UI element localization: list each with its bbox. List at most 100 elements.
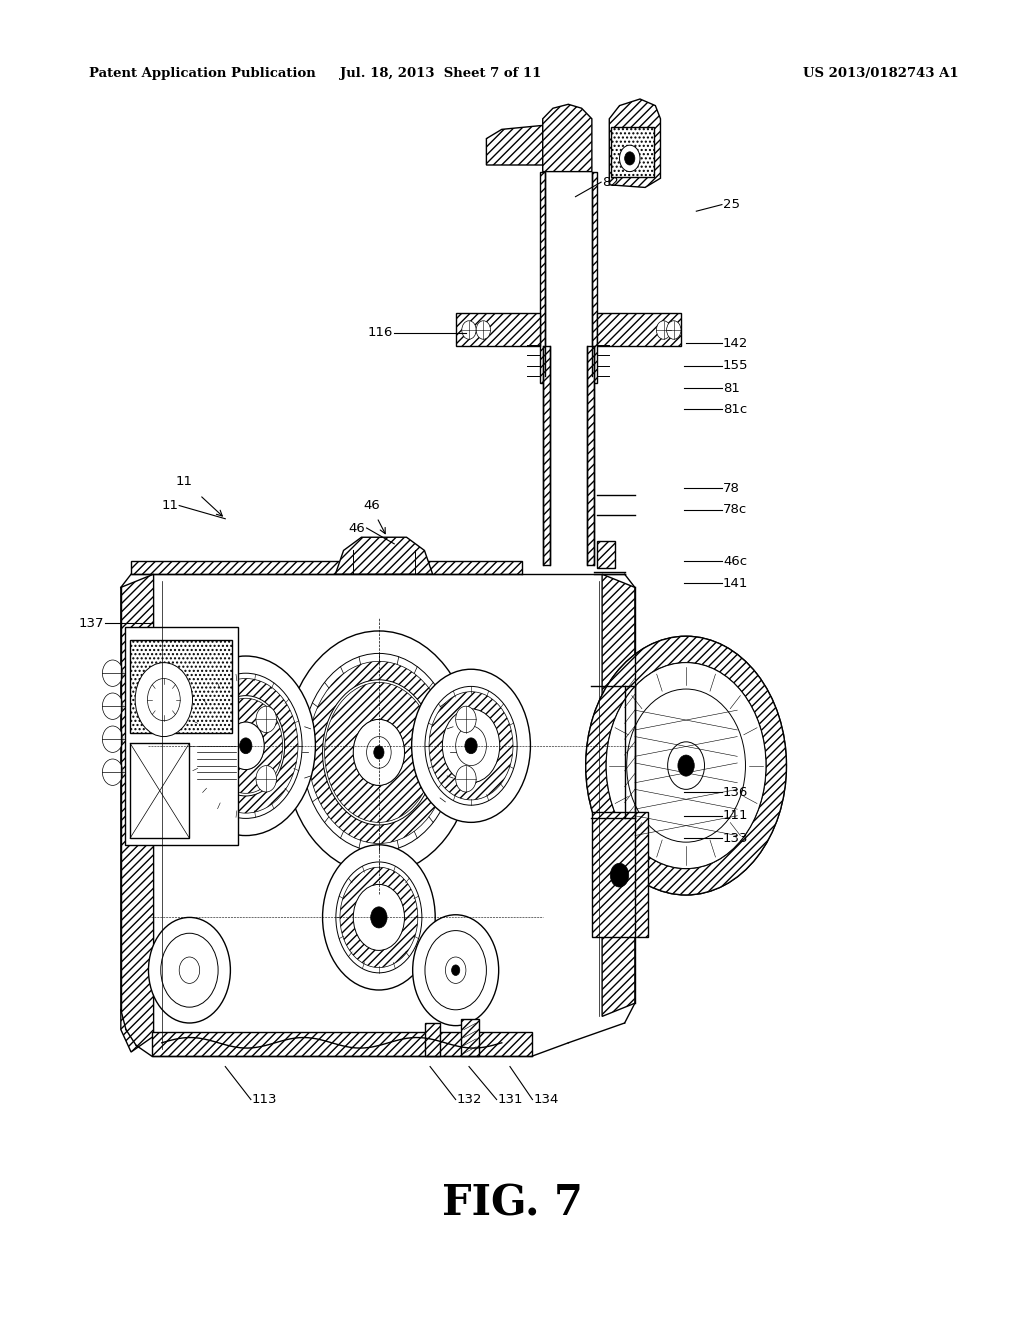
Circle shape bbox=[240, 738, 252, 754]
Wedge shape bbox=[325, 682, 433, 822]
Circle shape bbox=[102, 693, 123, 719]
Circle shape bbox=[620, 145, 640, 172]
Text: 11: 11 bbox=[161, 499, 178, 512]
Circle shape bbox=[627, 689, 745, 842]
Wedge shape bbox=[586, 636, 786, 895]
Circle shape bbox=[668, 742, 705, 789]
Circle shape bbox=[586, 636, 786, 895]
Text: 134: 134 bbox=[534, 1093, 559, 1106]
Text: 133: 133 bbox=[723, 832, 749, 845]
Circle shape bbox=[610, 863, 629, 887]
Polygon shape bbox=[425, 1023, 440, 1056]
Circle shape bbox=[323, 680, 435, 825]
Text: 81: 81 bbox=[723, 381, 739, 395]
Circle shape bbox=[452, 965, 460, 975]
Polygon shape bbox=[543, 104, 592, 172]
Text: 78c: 78c bbox=[723, 503, 748, 516]
Polygon shape bbox=[461, 1019, 479, 1056]
Text: 141: 141 bbox=[723, 577, 749, 590]
Circle shape bbox=[102, 660, 123, 686]
Circle shape bbox=[207, 696, 285, 796]
Polygon shape bbox=[592, 812, 648, 937]
Text: US 2013/0182743 A1: US 2013/0182743 A1 bbox=[803, 67, 958, 81]
Text: 81c: 81c bbox=[723, 403, 748, 416]
Polygon shape bbox=[456, 313, 540, 346]
Circle shape bbox=[667, 321, 681, 339]
Text: 78: 78 bbox=[723, 482, 739, 495]
Polygon shape bbox=[131, 561, 522, 574]
Polygon shape bbox=[592, 172, 597, 383]
Polygon shape bbox=[486, 125, 543, 165]
Text: 46c: 46c bbox=[723, 554, 748, 568]
Text: 136: 136 bbox=[723, 785, 749, 799]
Wedge shape bbox=[308, 661, 450, 843]
Circle shape bbox=[323, 845, 435, 990]
Text: 142: 142 bbox=[723, 337, 749, 350]
Circle shape bbox=[678, 755, 694, 776]
Polygon shape bbox=[597, 541, 615, 568]
Circle shape bbox=[442, 709, 500, 783]
Circle shape bbox=[148, 917, 230, 1023]
Circle shape bbox=[227, 722, 264, 770]
Circle shape bbox=[412, 669, 530, 822]
Circle shape bbox=[189, 673, 302, 818]
Polygon shape bbox=[587, 346, 594, 565]
Polygon shape bbox=[540, 172, 545, 383]
Text: Patent Application Publication: Patent Application Publication bbox=[89, 67, 315, 81]
Circle shape bbox=[179, 957, 200, 983]
Circle shape bbox=[285, 631, 473, 874]
Polygon shape bbox=[152, 1032, 532, 1056]
Circle shape bbox=[413, 915, 499, 1026]
Polygon shape bbox=[609, 99, 660, 187]
Text: 111: 111 bbox=[723, 809, 749, 822]
Circle shape bbox=[656, 321, 671, 339]
Circle shape bbox=[336, 862, 422, 973]
Circle shape bbox=[135, 663, 193, 737]
Text: 131: 131 bbox=[498, 1093, 523, 1106]
Circle shape bbox=[374, 746, 384, 759]
Text: 116: 116 bbox=[368, 326, 393, 339]
Circle shape bbox=[456, 706, 476, 733]
Text: 137: 137 bbox=[79, 616, 104, 630]
Text: Jul. 18, 2013  Sheet 7 of 11: Jul. 18, 2013 Sheet 7 of 11 bbox=[340, 67, 541, 81]
Circle shape bbox=[147, 678, 180, 721]
Wedge shape bbox=[340, 867, 418, 968]
Wedge shape bbox=[209, 698, 283, 793]
Text: 155: 155 bbox=[723, 359, 749, 372]
Circle shape bbox=[476, 321, 490, 339]
Wedge shape bbox=[429, 692, 513, 800]
Polygon shape bbox=[121, 574, 154, 1052]
Circle shape bbox=[353, 884, 404, 950]
Circle shape bbox=[606, 663, 766, 869]
Polygon shape bbox=[130, 743, 189, 838]
Text: 25: 25 bbox=[723, 198, 740, 211]
Wedge shape bbox=[194, 678, 298, 813]
Circle shape bbox=[456, 726, 486, 766]
Circle shape bbox=[161, 933, 218, 1007]
Text: 46: 46 bbox=[349, 521, 366, 535]
Circle shape bbox=[367, 737, 391, 768]
Circle shape bbox=[465, 738, 477, 754]
Text: 113: 113 bbox=[252, 1093, 278, 1106]
Circle shape bbox=[425, 686, 517, 805]
Polygon shape bbox=[125, 627, 238, 845]
Polygon shape bbox=[336, 537, 432, 574]
Circle shape bbox=[102, 759, 123, 785]
Polygon shape bbox=[602, 574, 635, 1016]
Circle shape bbox=[456, 766, 476, 792]
Text: 132: 132 bbox=[457, 1093, 482, 1106]
Bar bbox=[611, 127, 654, 177]
Circle shape bbox=[371, 907, 387, 928]
Circle shape bbox=[445, 957, 466, 983]
Polygon shape bbox=[597, 313, 681, 346]
Polygon shape bbox=[543, 346, 550, 565]
Text: FIG. 7: FIG. 7 bbox=[441, 1183, 583, 1225]
Circle shape bbox=[256, 706, 276, 733]
Circle shape bbox=[102, 726, 123, 752]
Circle shape bbox=[256, 766, 276, 792]
Circle shape bbox=[302, 653, 456, 851]
Circle shape bbox=[462, 321, 476, 339]
Text: 46: 46 bbox=[364, 499, 380, 512]
Text: 11: 11 bbox=[176, 475, 193, 488]
Circle shape bbox=[353, 719, 404, 785]
